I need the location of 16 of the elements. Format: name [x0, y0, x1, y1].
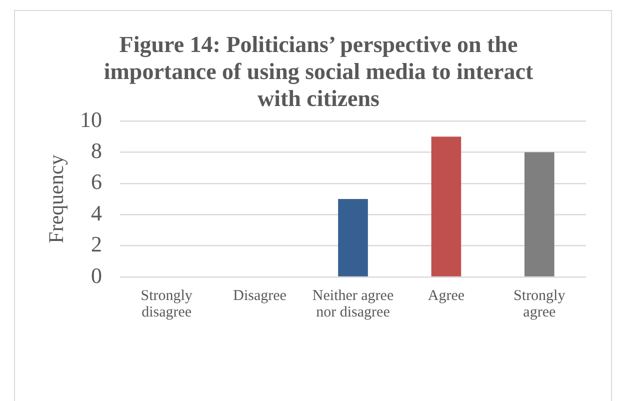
y-axis-title: Frequency	[44, 154, 68, 244]
x-tick-label: Disagree	[233, 288, 287, 304]
x-tick-label: Agree	[428, 288, 465, 304]
y-tick-label: 8	[91, 138, 102, 163]
chart-title: Figure 14: Politicians’ perspective on the importance of using social media to interact with citizens	[104, 32, 534, 111]
y-tick-label: 4	[91, 200, 102, 226]
x-tick-label: Neither agree nor disagree	[312, 288, 394, 321]
bar	[338, 199, 368, 276]
x-tick-label: Strongly disagree	[140, 288, 193, 321]
y-tick-label: 0	[91, 262, 102, 288]
y-tick-label: 2	[91, 232, 102, 257]
y-tick-label: 10	[80, 106, 102, 132]
bar	[524, 152, 554, 276]
x-tick-label: Strongly agree	[514, 288, 566, 321]
bar	[431, 136, 462, 276]
y-tick-label: 6	[91, 169, 102, 194]
